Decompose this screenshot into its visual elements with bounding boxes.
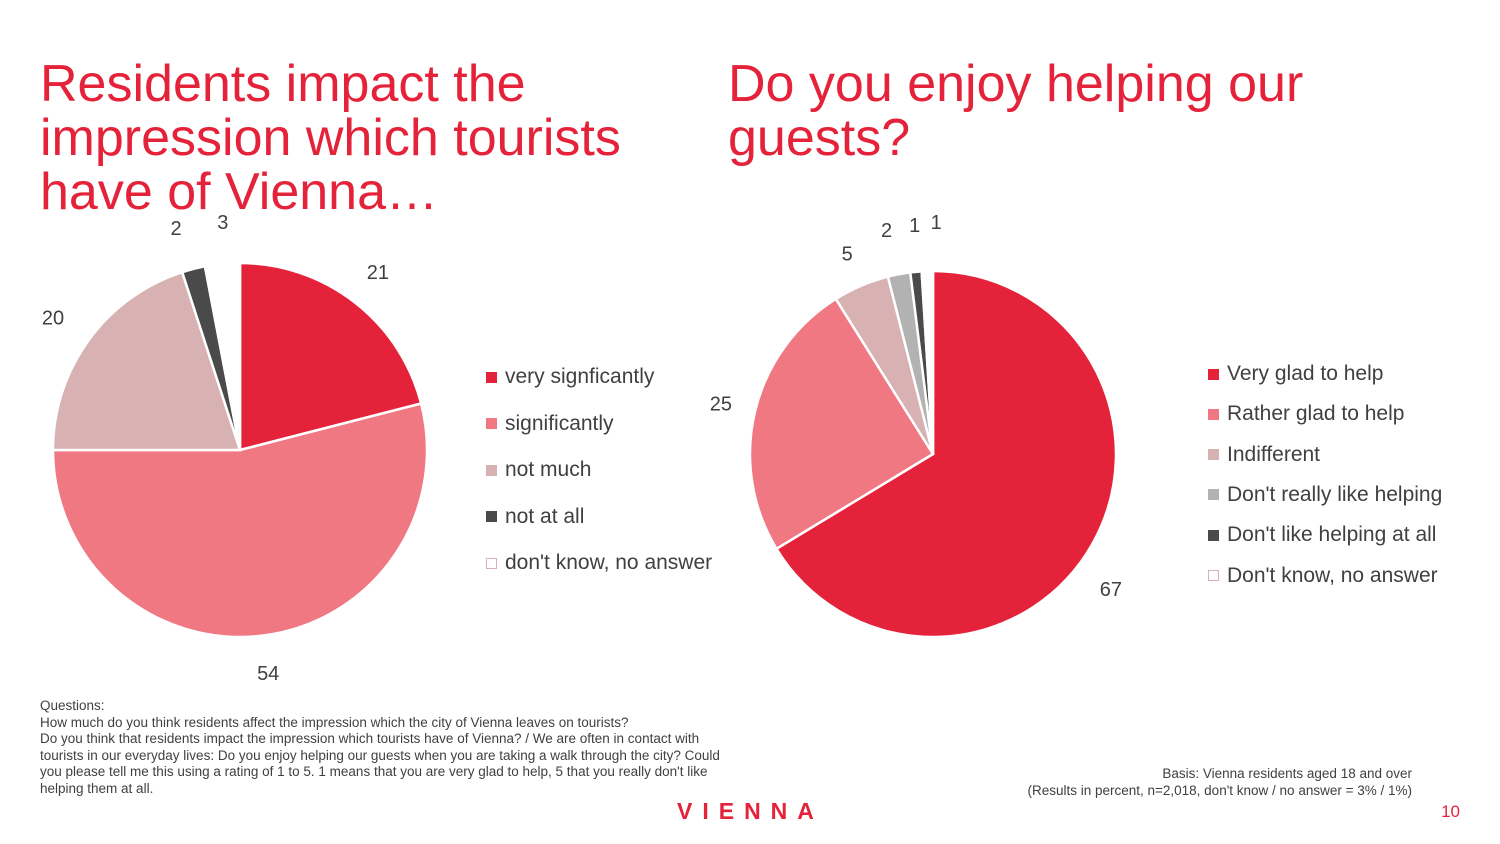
legend-label: Rather glad to help: [1227, 402, 1405, 426]
data-label-right-indifferent: 5: [842, 244, 853, 266]
data-label-right-rather-glad-to-help: 25: [710, 394, 732, 416]
legend-label: not much: [505, 458, 592, 481]
data-label-left-not-much: 20: [42, 308, 64, 330]
data-label-right-don-t-like-helping-at-all: 1: [909, 215, 920, 237]
legend-label: Don't know, no answer: [1227, 563, 1438, 587]
legend-item-right-rather-glad-to-help: Rather glad to help: [1208, 402, 1404, 426]
legend-item-right-don-t-like-helping-at-all: Don't like helping at all: [1208, 523, 1436, 547]
chart-title-left: Residents impact the impression which to…: [40, 55, 621, 221]
pie-slice-right-very-glad-to-help: [774, 269, 1118, 639]
legend-swatch: [486, 464, 497, 476]
pie-slice-left-don-t-know-no-answer: [203, 261, 242, 451]
legend-item-right-very-glad-to-help: Very glad to help: [1208, 362, 1383, 386]
page-number: 10: [1441, 802, 1460, 821]
legend-swatch: [1208, 368, 1219, 380]
legend-swatch: [486, 418, 497, 429]
legend-label: Don't like helping at all: [1227, 523, 1437, 547]
legend-swatch: [486, 511, 497, 522]
data-label-right-don-t-know-no-answer: 1: [931, 212, 942, 234]
pie-slice-right-don-t-know-no-answer: [920, 269, 935, 455]
basis-line-2: (Results in percent, n=2,018, don't know…: [1027, 782, 1412, 798]
legend-label: Don't really like helping: [1227, 482, 1443, 506]
legend-item-left-very-signficantly: very signficantly: [486, 365, 654, 389]
questions-note: Questions: How much do you think residen…: [40, 698, 720, 797]
data-label-left-not-at-all: 2: [170, 218, 181, 240]
legend-swatch: [486, 557, 497, 569]
basis-note: Basis: Vienna residents aged 18 and over…: [852, 766, 1412, 799]
legend-item-right-indifferent: Indifferent: [1208, 443, 1320, 467]
legend-item-left-not-much: not much: [486, 458, 591, 482]
data-label-right-don-t-really-like-helping: 2: [881, 220, 892, 242]
legend-swatch: [1208, 570, 1219, 581]
data-label-right-very-glad-to-help: 67: [1100, 579, 1122, 601]
legend-label: Very glad to help: [1227, 362, 1384, 385]
legend-swatch: [1208, 408, 1219, 420]
chart-title-right: Do you enjoy helping our guests?: [728, 55, 1304, 167]
questions-heading: Questions:: [40, 698, 105, 713]
legend-swatch: [486, 371, 497, 383]
data-label-left-very-signficantly: 21: [367, 262, 389, 284]
legend-item-left-not-at-all: not at all: [486, 505, 584, 529]
legend-label: don't know, no answer: [505, 551, 713, 574]
question-line-1: How much do you think residents affect t…: [40, 714, 629, 730]
legend-swatch: [1208, 529, 1219, 541]
legend-label: Indifferent: [1227, 442, 1321, 466]
legend-label: very signficantly: [505, 365, 655, 388]
legend-item-right-don-t-know-no-answer: Don't know, no answer: [1208, 564, 1438, 588]
data-label-left-significantly: 54: [257, 663, 279, 685]
legend-item-left-significantly: significantly: [486, 412, 614, 436]
pie-slice-right-rather-glad-to-help: [748, 297, 935, 551]
vienna-logo: VIENNA: [677, 798, 824, 824]
legend-swatch: [1208, 489, 1219, 501]
pie-slice-left-not-much: [51, 270, 242, 452]
question-line-2: Do you think that residents impact the i…: [40, 731, 724, 796]
legend-item-left-don-t-know-no-answer: don't know, no answer: [486, 551, 712, 575]
legend-label: not at all: [505, 504, 585, 528]
pie-slice-left-significantly: [51, 401, 429, 639]
basis-line-1: Basis: Vienna residents aged 18 and over: [1162, 766, 1412, 781]
legend-swatch: [1208, 449, 1219, 461]
legend-item-right-don-t-really-like-helping: Don't really like helping: [1208, 483, 1442, 507]
data-label-left-don-t-know-no-answer: 3: [217, 212, 228, 234]
pie-slice-left-very-signficantly: [238, 261, 423, 452]
legend-label: significantly: [505, 411, 614, 435]
